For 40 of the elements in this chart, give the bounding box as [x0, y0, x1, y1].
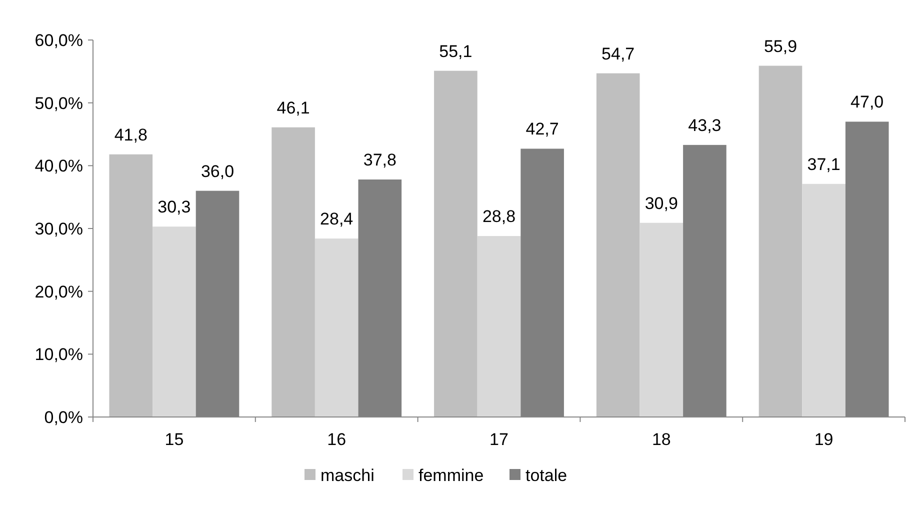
data-label: 37,1: [807, 154, 840, 174]
data-label: 47,0: [850, 92, 884, 112]
bar: [802, 184, 846, 417]
data-label: 42,7: [526, 120, 559, 139]
data-label: 30,9: [644, 194, 678, 213]
x-tick-label: 16: [327, 430, 346, 449]
bar: [434, 70, 478, 417]
bar: [596, 73, 640, 417]
y-tick-label: 60,0%: [34, 30, 83, 50]
data-label: 28,8: [482, 207, 516, 226]
bar: [109, 154, 153, 417]
x-tick-label: 18: [652, 430, 671, 449]
data-label: 55,9: [764, 36, 798, 56]
bar: [314, 238, 358, 417]
bar: [758, 66, 802, 417]
data-label: 54,7: [602, 44, 635, 64]
y-tick-label: 30,0%: [34, 219, 83, 238]
data-label: 55,1: [439, 42, 472, 61]
data-label: 46,1: [276, 98, 310, 118]
y-tick-label: 50,0%: [34, 94, 83, 113]
bar: [272, 127, 315, 417]
legend-label: maschi: [320, 466, 374, 485]
y-tick-label: 0,0%: [44, 408, 83, 427]
bar: [152, 226, 196, 417]
legend-label: femmine: [418, 466, 484, 485]
y-tick-label: 10,0%: [34, 345, 83, 364]
y-tick-label: 40,0%: [34, 156, 83, 176]
data-label: 37,8: [363, 150, 396, 170]
bar: [477, 236, 521, 417]
x-tick-label: 15: [164, 430, 184, 449]
data-label: 41,8: [114, 125, 148, 144]
data-label: 30,3: [158, 198, 191, 217]
data-label: 36,0: [200, 162, 234, 181]
x-tick-label: 17: [490, 430, 508, 449]
legend-label: totale: [526, 466, 568, 485]
data-label: 43,3: [688, 116, 722, 135]
bar: [640, 222, 684, 417]
y-tick-label: 20,0%: [34, 282, 83, 302]
data-label: 28,4: [320, 210, 354, 229]
x-tick-label: 19: [814, 430, 834, 449]
